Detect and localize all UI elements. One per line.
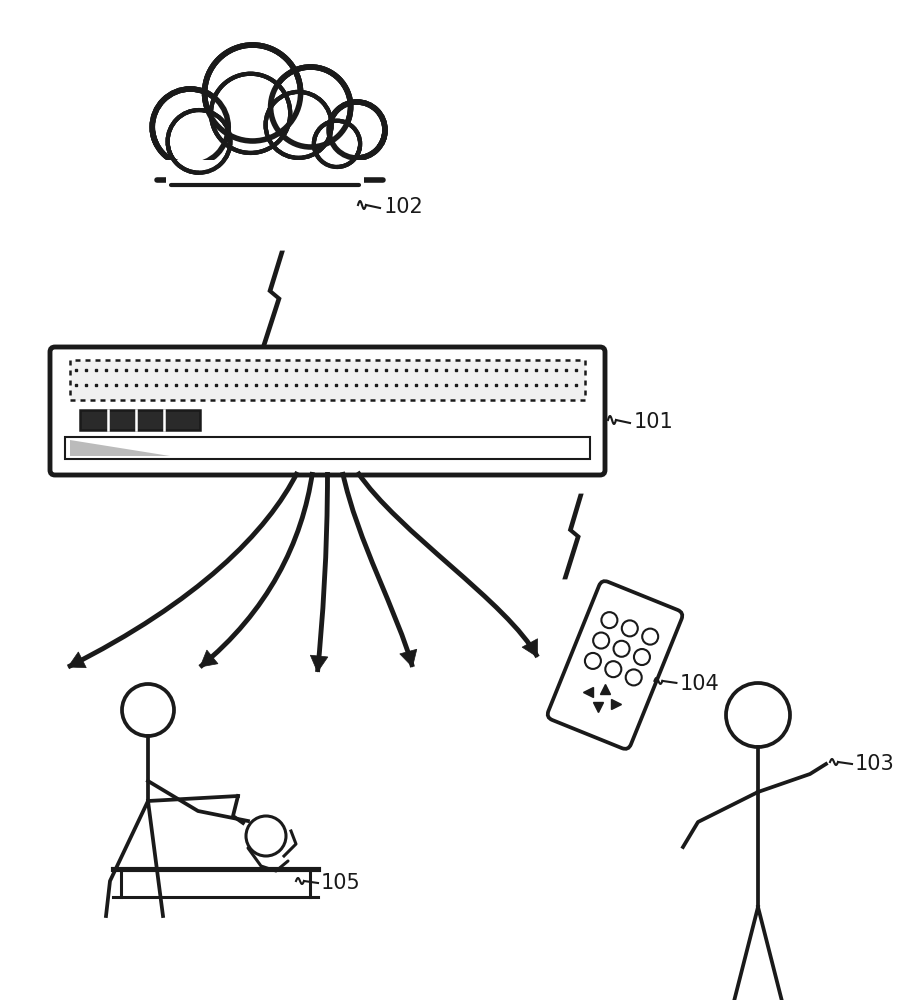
Bar (151, 145, 388, 200)
Bar (157, 125, 383, 180)
Circle shape (329, 102, 385, 158)
Polygon shape (68, 652, 86, 668)
Circle shape (168, 110, 230, 173)
Bar (65, 437, 590, 459)
Polygon shape (400, 649, 417, 667)
Polygon shape (200, 650, 218, 667)
Polygon shape (564, 495, 581, 578)
Circle shape (314, 121, 360, 167)
Circle shape (266, 92, 332, 158)
Circle shape (205, 45, 300, 141)
Bar (70, 360, 585, 400)
Polygon shape (310, 655, 327, 672)
Polygon shape (70, 440, 170, 456)
Bar (171, 148, 358, 190)
FancyBboxPatch shape (50, 347, 605, 475)
Text: 103: 103 (855, 754, 894, 774)
Bar (157, 135, 383, 185)
Bar (171, 140, 358, 185)
Bar (166, 160, 364, 205)
FancyBboxPatch shape (548, 581, 682, 749)
Text: 105: 105 (321, 873, 361, 893)
Text: 101: 101 (634, 412, 674, 432)
Polygon shape (522, 639, 538, 657)
Bar (80, 410, 200, 430)
Text: 104: 104 (679, 674, 719, 694)
Polygon shape (263, 252, 283, 345)
Text: 102: 102 (384, 197, 424, 217)
Circle shape (152, 89, 229, 165)
Circle shape (270, 67, 351, 147)
Circle shape (211, 74, 290, 153)
